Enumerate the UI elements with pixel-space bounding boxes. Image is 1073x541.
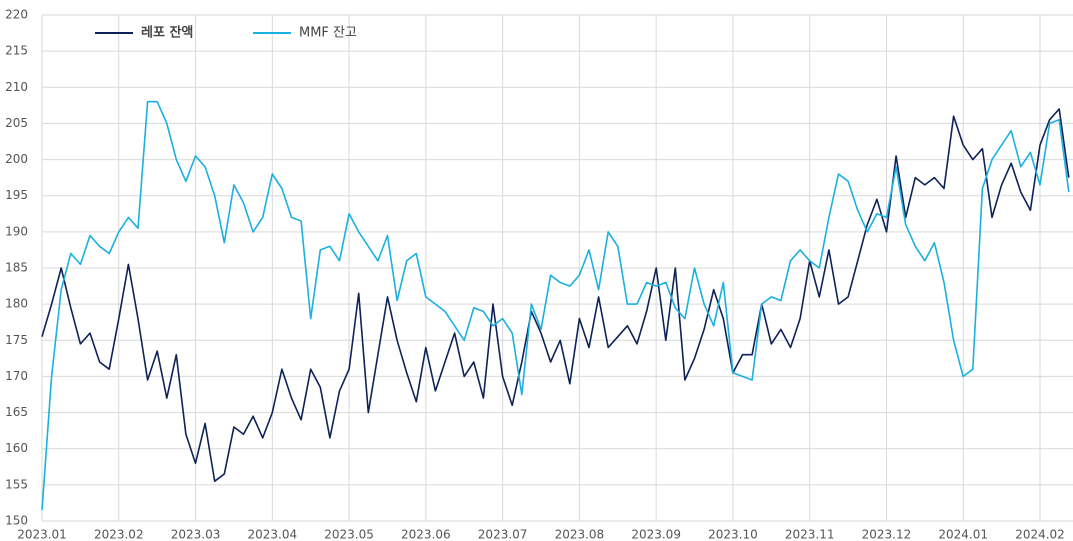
x-tick-label: 2023.09 [631,528,681,541]
x-tick-label: 2023.03 [171,528,221,541]
data-line [41,100,1070,511]
y-tick-label: 165 [5,405,28,419]
x-tick-label: 2023.04 [247,528,297,541]
legend-label: 레포 잔액 [141,25,193,41]
x-tick-label: 2024.02 [1015,528,1065,541]
x-tick-label: 2023.05 [324,528,374,541]
y-tick-label: 190 [5,224,28,238]
y-tick-label: 200 [5,152,28,166]
y-tick-label: 175 [5,333,28,347]
x-tick-label: 2023.02 [94,528,144,541]
x-tick-label: 2023.07 [478,528,528,541]
y-tick-label: 205 [5,116,28,130]
y-tick-label: 150 [5,514,28,528]
legend-label: MMF 잔고 [299,26,357,41]
y-tick-label: 180 [5,297,28,311]
y-tick-label: 185 [5,261,28,275]
x-tick-label: 2023.12 [862,528,912,541]
y-tick-label: 170 [5,369,28,383]
y-tick-label: 195 [5,188,28,202]
x-tick-label: 2023.11 [785,528,835,541]
x-tick-label: 2023.01 [17,528,67,541]
x-tick-label: 2023.08 [555,528,605,541]
x-tick-label: 2023.10 [708,528,758,541]
y-tick-label: 215 [5,44,28,58]
y-tick-label: 160 [5,441,28,455]
x-tick-label: 2024.01 [938,528,988,541]
y-tick-label: 210 [5,80,28,94]
y-tick-label: 155 [5,477,28,491]
y-tick-label: 220 [5,8,28,22]
x-tick-label: 2023.06 [401,528,451,541]
data-line [41,108,1070,482]
